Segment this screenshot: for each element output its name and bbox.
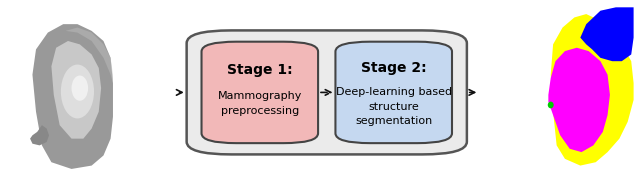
Polygon shape [30, 125, 49, 145]
Ellipse shape [548, 102, 554, 108]
Text: Stage 1:: Stage 1: [227, 63, 292, 77]
Polygon shape [33, 24, 113, 169]
Text: Deep-learning based
structure
segmentation: Deep-learning based structure segmentati… [335, 87, 452, 126]
Polygon shape [51, 41, 101, 139]
Polygon shape [66, 27, 113, 83]
Ellipse shape [72, 76, 88, 101]
FancyBboxPatch shape [202, 42, 318, 143]
FancyBboxPatch shape [187, 30, 467, 154]
Polygon shape [580, 7, 634, 61]
FancyBboxPatch shape [335, 42, 452, 143]
Text: Stage 2:: Stage 2: [361, 61, 426, 75]
Polygon shape [550, 14, 634, 166]
Polygon shape [548, 48, 610, 152]
Ellipse shape [61, 65, 94, 118]
Text: Mammography
preprocessing: Mammography preprocessing [218, 91, 302, 116]
